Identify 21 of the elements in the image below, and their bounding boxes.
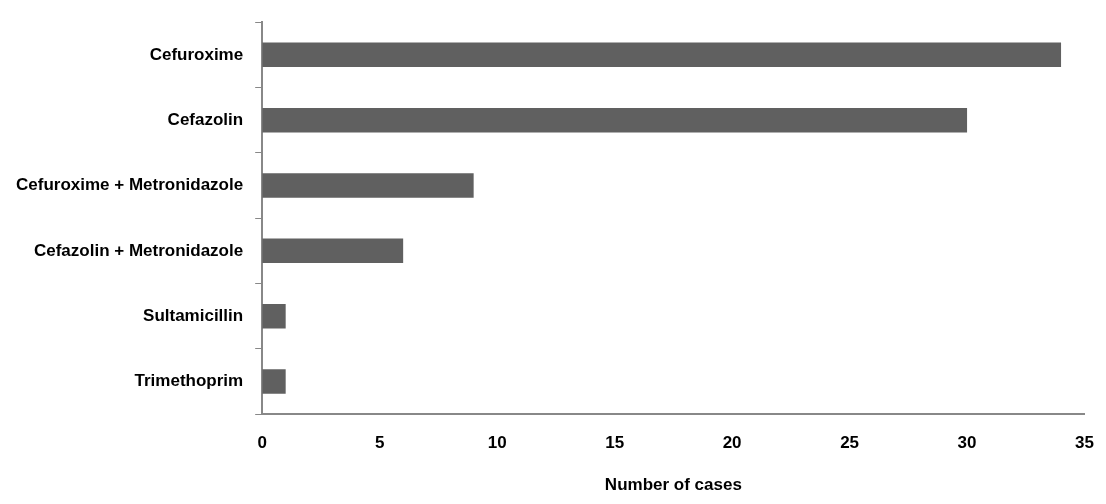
x-tick-label: 35 — [1075, 433, 1095, 453]
y-tick-label: Cefazolin — [167, 109, 244, 129]
bar — [262, 42, 1062, 68]
y-tick-label: Cefuroxime + Metronidazole — [16, 175, 244, 195]
bar — [262, 369, 286, 394]
x-tick-label: 20 — [722, 433, 742, 453]
bar — [262, 173, 474, 198]
bar — [262, 238, 404, 264]
y-tick-label: Trimethoprim — [134, 371, 244, 391]
y-tick-label: Sultamicillin — [143, 305, 244, 325]
x-tick-label: 30 — [957, 433, 977, 453]
x-tick-label: 10 — [487, 433, 507, 453]
x-tick-label: 0 — [257, 433, 267, 453]
bar — [262, 107, 968, 133]
y-tick-label: Cefuroxime — [149, 44, 244, 64]
bar — [262, 303, 286, 329]
x-axis-title: Number of cases — [604, 475, 742, 495]
x-tick-label: 5 — [374, 433, 385, 453]
x-tick-label: 25 — [840, 433, 860, 453]
x-tick-label: 15 — [605, 433, 625, 453]
y-tick-label: Cefazolin + Metronidazole — [33, 240, 244, 260]
